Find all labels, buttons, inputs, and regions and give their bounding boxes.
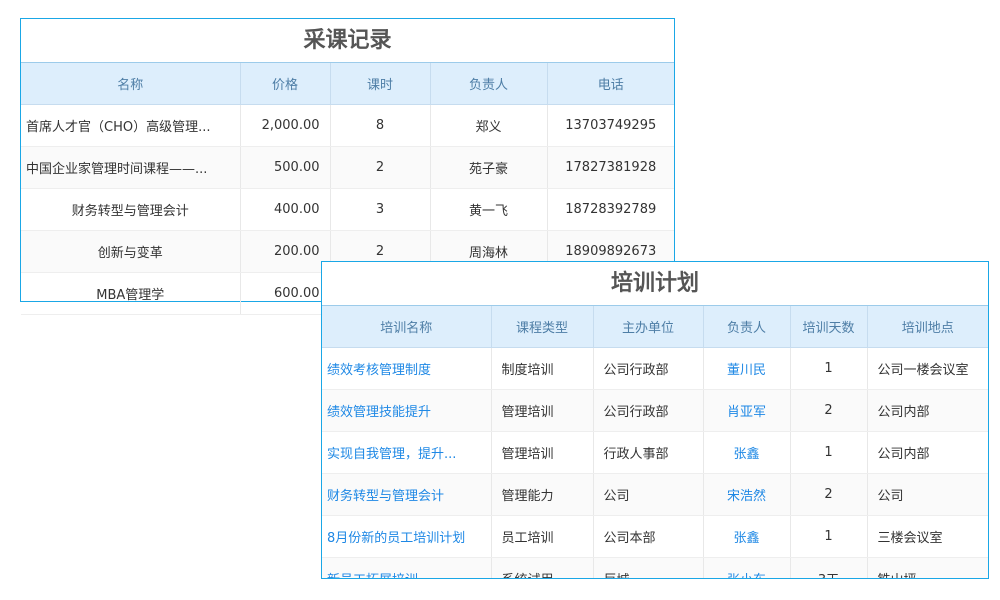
owner-link[interactable]: 张鑫 — [703, 431, 791, 474]
organizer-cell: 公司本部 — [593, 515, 704, 558]
course-type-cell: 管理培训 — [491, 389, 594, 432]
column-header-price[interactable]: 价格 — [240, 63, 331, 105]
name-cell: 创新与变革 — [21, 230, 241, 273]
owner-link[interactable]: 张小东 — [703, 557, 791, 578]
course-type-cell: 系统试用 — [491, 557, 594, 578]
column-header-owner[interactable]: 负责人 — [430, 63, 548, 105]
price-cell: 400.00 — [240, 188, 331, 231]
table-row[interactable]: 财务转型与管理会计 管理能力 公司 宋浩然 2 公司 — [322, 473, 988, 516]
hours-cell: 3 — [330, 188, 431, 231]
name-cell: 首席人才官（CHO）高级管理... — [21, 104, 241, 147]
training-plan-panel: 培训计划 培训名称 课程类型 主办单位 负责人 培训天数 培训地点 绩效考核管理制度 制度培… — [321, 261, 989, 579]
column-header-days[interactable]: 培训天数 — [790, 306, 868, 348]
owner-link[interactable]: 董川民 — [703, 347, 791, 390]
phone-cell: 18728392789 — [547, 188, 674, 231]
hours-cell: 2 — [330, 146, 431, 189]
phone-cell: 17827381928 — [547, 146, 674, 189]
owner-link[interactable]: 肖亚军 — [703, 389, 791, 432]
column-header-name[interactable]: 名称 — [21, 63, 241, 105]
table-row[interactable]: 8月份新的员工培训计划 员工培训 公司本部 张鑫 1 三楼会议室 — [322, 515, 988, 558]
owner-cell: 苑子豪 — [430, 146, 548, 189]
days-cell: 2 — [790, 389, 868, 432]
table-row[interactable]: 中国企业家管理时间课程——... 500.00 2 苑子豪 17827381928 — [21, 146, 674, 189]
table-row[interactable]: 绩效考核管理制度 制度培训 公司行政部 董川民 1 公司一楼会议室 — [322, 347, 988, 390]
organizer-cell: 巨城 — [593, 557, 704, 578]
days-cell: 2 — [790, 473, 868, 516]
training-name-link[interactable]: 绩效管理技能提升 — [322, 389, 492, 432]
training-name-link[interactable]: 8月份新的员工培训计划 — [322, 515, 492, 558]
column-header-location[interactable]: 培训地点 — [867, 306, 988, 348]
organizer-cell: 公司行政部 — [593, 347, 704, 390]
location-cell: 公司 — [867, 473, 988, 516]
days-cell: 1 — [790, 347, 868, 390]
course-type-cell: 管理能力 — [491, 473, 594, 516]
location-cell: 三楼会议室 — [867, 515, 988, 558]
days-cell: 3天 — [790, 557, 868, 578]
training-plan-table: 培训名称 课程类型 主办单位 负责人 培训天数 培训地点 绩效考核管理制度 制度培训 公司行政… — [322, 306, 988, 578]
course-type-cell: 制度培训 — [491, 347, 594, 390]
phone-cell: 13703749295 — [547, 104, 674, 147]
price-cell: 2,000.00 — [240, 104, 331, 147]
price-cell: 600.00 — [240, 272, 331, 315]
location-cell: 公司内部 — [867, 431, 988, 474]
training-name-link[interactable]: 财务转型与管理会计 — [322, 473, 492, 516]
purchase-records-title: 采课记录 — [21, 19, 674, 63]
hours-cell: 8 — [330, 104, 431, 147]
column-header-hours[interactable]: 课时 — [330, 63, 431, 105]
table-row[interactable]: 新员工拓展培训系统试用巨城张小东3天铁山坪 — [322, 557, 988, 578]
column-header-owner[interactable]: 负责人 — [703, 306, 791, 348]
organizer-cell: 公司 — [593, 473, 704, 516]
table-row[interactable]: 首席人才官（CHO）高级管理... 2,000.00 8 郑义 13703749295 — [21, 104, 674, 147]
table-row[interactable]: 绩效管理技能提升 管理培训 公司行政部 肖亚军 2 公司内部 — [322, 389, 988, 432]
training-name-link[interactable]: 实现自我管理，提升... — [322, 431, 492, 474]
column-header-course-type[interactable]: 课程类型 — [491, 306, 594, 348]
purchase-records-panel: 采课记录 名称 价格 课时 负责人 电话 首席人才官（CHO）高级管理... 2,000.… — [20, 18, 675, 315]
column-header-phone[interactable]: 电话 — [547, 63, 674, 105]
column-header-training-name[interactable]: 培训名称 — [322, 306, 492, 348]
name-cell: MBA管理学 — [21, 272, 241, 315]
location-cell: 公司一楼会议室 — [867, 347, 988, 390]
owner-cell: 郑义 — [430, 104, 548, 147]
name-cell: 财务转型与管理会计 — [21, 188, 241, 231]
days-cell: 1 — [790, 515, 868, 558]
organizer-cell: 公司行政部 — [593, 389, 704, 432]
course-type-cell: 管理培训 — [491, 431, 594, 474]
location-cell: 公司内部 — [867, 389, 988, 432]
owner-cell: 黄一飞 — [430, 188, 548, 231]
training-name-link[interactable]: 新员工拓展培训 — [322, 557, 492, 578]
table-row[interactable]: 财务转型与管理会计 400.00 3 黄一飞 18728392789 — [21, 188, 674, 231]
owner-link[interactable]: 宋浩然 — [703, 473, 791, 516]
column-header-organizer[interactable]: 主办单位 — [593, 306, 704, 348]
owner-link[interactable]: 张鑫 — [703, 515, 791, 558]
training-plan-title: 培训计划 — [322, 262, 988, 306]
name-cell: 中国企业家管理时间课程——... — [21, 146, 241, 189]
training-name-link[interactable]: 绩效考核管理制度 — [322, 347, 492, 390]
price-cell: 200.00 — [240, 230, 331, 273]
course-type-cell: 员工培训 — [491, 515, 594, 558]
organizer-cell: 行政人事部 — [593, 431, 704, 474]
days-cell: 1 — [790, 431, 868, 474]
table-row[interactable]: 实现自我管理，提升... 管理培训 行政人事部 张鑫 1 公司内部 — [322, 431, 988, 474]
location-cell: 铁山坪 — [867, 557, 988, 578]
price-cell: 500.00 — [240, 146, 331, 189]
